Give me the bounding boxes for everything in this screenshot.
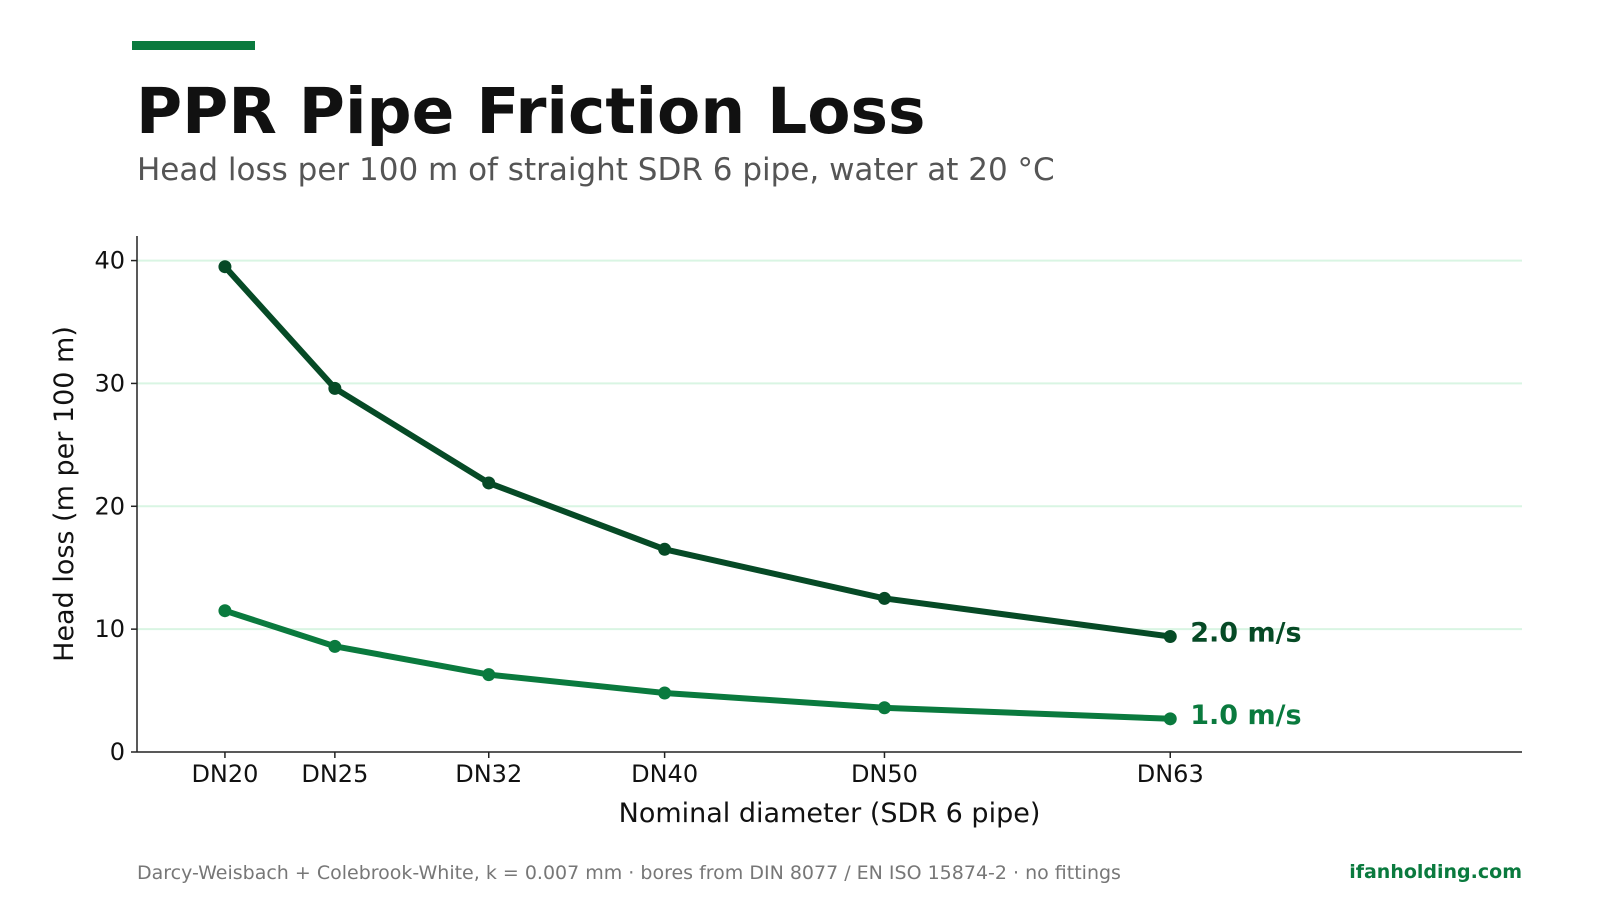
data-point-1-0-m-s-DN63 bbox=[1163, 712, 1177, 726]
methodology-note: Darcy-Weisbach + Colebrook-White, k = 0.… bbox=[137, 862, 1121, 884]
data-point-2-0-m-s-DN50 bbox=[877, 591, 891, 605]
data-point-1-0-m-s-DN50 bbox=[877, 701, 891, 715]
x-tick-label-DN20: DN20 bbox=[191, 760, 258, 788]
data-point-1-0-m-s-DN40 bbox=[658, 686, 672, 700]
data-point-2-0-m-s-DN63 bbox=[1163, 630, 1177, 644]
x-tick-label-DN40: DN40 bbox=[631, 760, 698, 788]
y-axis-title: Head loss (m per 100 m) bbox=[49, 326, 80, 662]
chart-title: PPR Pipe Friction Loss bbox=[136, 75, 926, 148]
y-tick-label-30: 30 bbox=[94, 369, 125, 397]
x-tick-label-DN50: DN50 bbox=[851, 760, 918, 788]
y-tick-label-40: 40 bbox=[94, 247, 125, 275]
y-tick-label-20: 20 bbox=[94, 492, 125, 520]
data-point-2-0-m-s-DN32 bbox=[482, 476, 496, 490]
series-line-1-0-m-s bbox=[221, 607, 1174, 722]
data-point-1-0-m-s-DN25 bbox=[328, 639, 342, 653]
series-label-2-0-m-s: 2.0 m/s bbox=[1190, 618, 1301, 649]
x-tick-label-DN63: DN63 bbox=[1137, 760, 1204, 788]
data-point-2-0-m-s-DN20 bbox=[218, 260, 232, 274]
y-tick-label-0: 0 bbox=[110, 738, 125, 766]
series-line-2-0-m-s bbox=[221, 263, 1174, 640]
title-accent-bar bbox=[132, 41, 255, 50]
data-point-2-0-m-s-DN25 bbox=[328, 381, 342, 395]
brand-link[interactable]: ifanholding.com bbox=[1349, 861, 1522, 883]
series-label-1-0-m-s: 1.0 m/s bbox=[1190, 700, 1301, 731]
chart-subtitle: Head loss per 100 m of straight SDR 6 pi… bbox=[137, 152, 1055, 188]
data-point-1-0-m-s-DN32 bbox=[482, 668, 496, 682]
x-tick-label-DN32: DN32 bbox=[455, 760, 522, 788]
x-tick-label-DN25: DN25 bbox=[301, 760, 368, 788]
data-point-1-0-m-s-DN20 bbox=[218, 604, 232, 618]
x-axis-title: Nominal diameter (SDR 6 pipe) bbox=[619, 798, 1041, 829]
y-tick-label-10: 10 bbox=[94, 615, 125, 643]
data-point-2-0-m-s-DN40 bbox=[658, 542, 672, 556]
